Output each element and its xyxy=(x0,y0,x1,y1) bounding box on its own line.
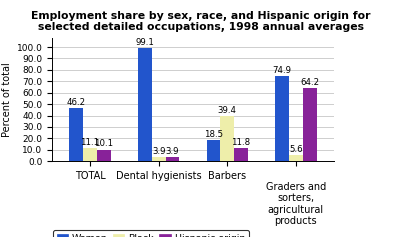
Bar xyxy=(233,148,247,161)
Bar xyxy=(302,88,316,161)
Text: 5.6: 5.6 xyxy=(288,145,302,154)
Y-axis label: Percent of total: Percent of total xyxy=(2,62,12,137)
Bar xyxy=(220,116,233,161)
Legend: Women, Black, Hispanic origin: Women, Black, Hispanic origin xyxy=(53,230,248,237)
Bar xyxy=(165,157,179,161)
Text: 74.9: 74.9 xyxy=(272,66,291,75)
Bar xyxy=(152,157,165,161)
Bar xyxy=(138,48,152,161)
Bar xyxy=(97,150,110,161)
Text: 18.5: 18.5 xyxy=(203,130,223,139)
Bar xyxy=(206,140,220,161)
Text: 39.4: 39.4 xyxy=(217,106,236,115)
Bar xyxy=(288,155,302,161)
Text: 64.2: 64.2 xyxy=(299,78,318,87)
Bar xyxy=(69,109,83,161)
Text: 99.1: 99.1 xyxy=(135,38,154,47)
Text: Employment share by sex, race, and Hispanic origin for
selected detailed occupat: Employment share by sex, race, and Hispa… xyxy=(31,11,370,32)
Text: 46.2: 46.2 xyxy=(67,98,86,107)
Text: 3.9: 3.9 xyxy=(165,146,179,155)
Text: 11.8: 11.8 xyxy=(231,137,250,146)
Text: 11.1: 11.1 xyxy=(80,138,99,147)
Bar xyxy=(275,76,288,161)
Text: Graders and
sorters,
agricultural
products: Graders and sorters, agricultural produc… xyxy=(265,182,325,227)
Text: 3.9: 3.9 xyxy=(152,146,165,155)
Bar xyxy=(83,149,97,161)
Text: 10.1: 10.1 xyxy=(94,140,113,149)
